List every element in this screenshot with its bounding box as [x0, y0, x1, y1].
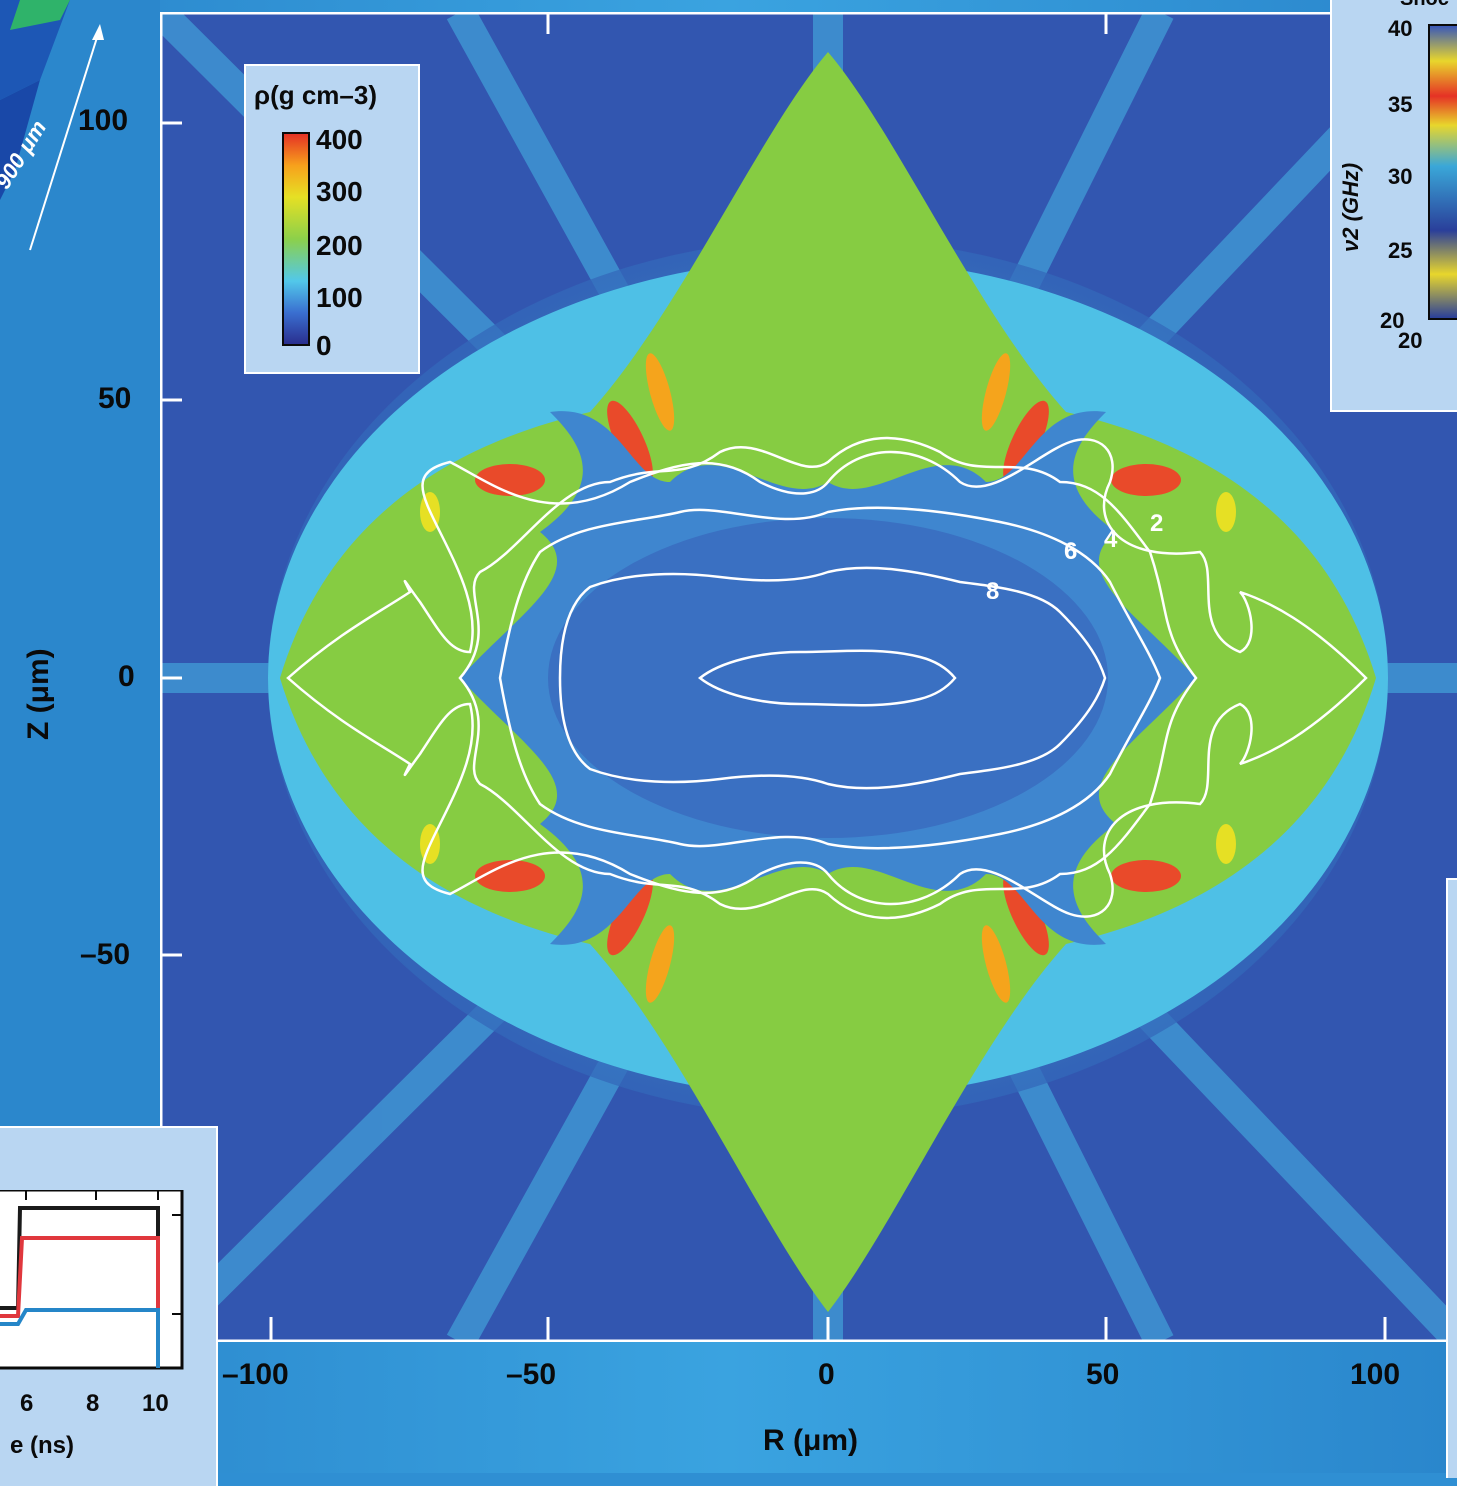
y-tick-label: 100 — [78, 104, 129, 137]
contour-8 — [558, 566, 1107, 790]
x-tick-label: 100 — [1350, 1358, 1401, 1391]
bottom-left-inset: 6 8 10 e (ns) — [0, 1126, 218, 1486]
inset-y-tick: 30 — [1388, 164, 1413, 189]
pulse-shape-plot — [0, 1190, 184, 1370]
colorbar-gradient — [282, 132, 310, 346]
right-lower-inset — [1446, 878, 1457, 1478]
contour-2 — [286, 438, 1368, 918]
inset-y-tick: 25 — [1388, 238, 1413, 263]
inset-y-tick: 20 — [1380, 308, 1405, 333]
y-tick-label: 0 — [118, 660, 135, 693]
y-tick-label: –50 — [80, 938, 131, 971]
colorbar-tick-label: 300 — [316, 176, 363, 207]
inset-y-label: ν2 (GHz) — [1338, 162, 1363, 252]
colorbar-tick-label: 200 — [316, 230, 363, 261]
pulse-series-blue — [0, 1308, 160, 1368]
x-tick-label: 50 — [1086, 1358, 1120, 1391]
colorbar-title: ρ(g cm–3) — [254, 80, 378, 110]
inset-x-tick: 20 — [1398, 328, 1423, 353]
contour-label-4: 4 — [1104, 526, 1118, 553]
inset-title-fragment: Shoc — [1400, 0, 1449, 11]
x-tick-label: –100 — [222, 1358, 289, 1391]
contour-label-2: 2 — [1150, 510, 1164, 537]
colorbar-tick-label: 100 — [316, 282, 363, 313]
y-axis-label: Z (μm) — [22, 648, 55, 740]
inset-x-tick: 6 — [20, 1390, 34, 1417]
inset-x-tick: 10 — [142, 1390, 169, 1417]
top-right-inset: Shoc 40 35 30 25 20 20 ν2 (GHz) — [1330, 0, 1457, 412]
contour-core — [697, 649, 957, 707]
left-cutoff-panel — [0, 0, 160, 1130]
pulse-series-red — [0, 1236, 160, 1368]
density-contours — [286, 436, 1368, 920]
contour-6 — [498, 506, 1162, 850]
contour-label-6: 6 — [1064, 538, 1078, 565]
inset-plot-area — [1428, 24, 1457, 320]
contour-4 — [458, 436, 1198, 920]
inset-x-label: e (ns) — [10, 1432, 75, 1459]
tick-marks — [160, 12, 1387, 1341]
contour-label-8: 8 — [986, 578, 1000, 605]
inset-x-tick: 8 — [86, 1390, 100, 1417]
y-tick-label: 50 — [98, 382, 132, 415]
colorbar-tick-label: 400 — [316, 124, 363, 155]
colorbar-tick-label: 0 — [316, 330, 332, 361]
x-tick-label: 0 — [818, 1358, 835, 1391]
colorbar-legend: ρ(g cm–3) 400 300 200 100 0 — [244, 64, 420, 374]
inset-y-tick: 40 — [1388, 16, 1413, 41]
hot-spots — [420, 353, 1236, 1003]
inset-y-tick: 35 — [1388, 92, 1413, 117]
x-axis-label: R (μm) — [763, 1424, 859, 1457]
x-tick-label: –50 — [506, 1358, 557, 1391]
